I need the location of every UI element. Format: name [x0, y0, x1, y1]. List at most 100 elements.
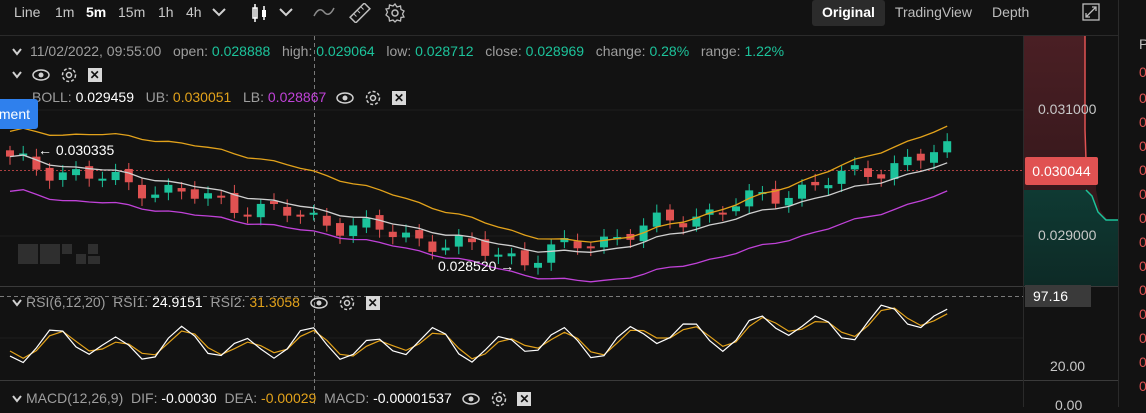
order-book-edge: P 0 0 0 0 0 0 0 0 0 0 0 0 0 0 — [1118, 0, 1146, 407]
timeframe-1h[interactable]: 1h — [158, 4, 174, 20]
candle-body — [573, 241, 582, 249]
close-icon[interactable]: ✕ — [87, 68, 102, 83]
close-icon[interactable]: ✕ — [365, 296, 380, 311]
settings-icon[interactable] — [385, 3, 405, 23]
candle-body — [164, 184, 173, 193]
low-value: 0.028712 — [415, 43, 474, 59]
order-book-price: 0 — [1139, 378, 1146, 394]
candle-body — [402, 232, 410, 238]
candle-body — [388, 231, 397, 238]
ruler-icon[interactable] — [349, 3, 371, 23]
candle-body — [732, 206, 740, 212]
change-label: change: — [595, 43, 646, 59]
macd-axis-label: 0.00 — [1055, 397, 1083, 413]
candle-body — [58, 172, 67, 180]
candle-body — [494, 254, 503, 257]
current-price-tag: 0.030044 — [1025, 157, 1098, 185]
candle-body — [243, 214, 252, 217]
eye-icon[interactable] — [336, 90, 354, 106]
chevron-down-icon[interactable] — [12, 395, 22, 403]
candle-body — [428, 241, 437, 252]
candle-body — [877, 174, 886, 179]
candle-body — [850, 165, 859, 170]
candle-body — [283, 206, 292, 216]
candle-body — [138, 184, 146, 199]
candle-body — [98, 178, 107, 181]
candle-body — [190, 189, 199, 199]
tab-tradingview[interactable]: TradingView — [894, 4, 972, 20]
chevron-down-icon[interactable] — [212, 7, 226, 17]
candle-body — [204, 193, 212, 199]
low-label: low: — [386, 43, 412, 59]
order-book-price: 0 — [1139, 64, 1146, 80]
dea-label: DEA: — [224, 390, 258, 406]
candle-body — [151, 194, 160, 198]
eye-icon[interactable] — [310, 295, 328, 311]
timeframe-15m[interactable]: 15m — [118, 4, 146, 20]
rsi-crosshair-value: 97.16 — [1025, 285, 1091, 307]
candle-body — [507, 253, 516, 257]
chevron-down-icon[interactable] — [12, 48, 22, 56]
tooltip-button[interactable]: ment — [0, 99, 38, 129]
candle-body — [837, 170, 846, 184]
candle-body — [72, 169, 80, 176]
candle-body — [930, 152, 938, 163]
timeframe-line[interactable]: Line — [14, 4, 41, 20]
candle-body — [916, 153, 925, 161]
candle-body — [864, 168, 872, 177]
order-book-price: 0 — [1139, 234, 1146, 250]
close-icon[interactable]: ✕ — [391, 91, 406, 106]
macd-value: -0.00001537 — [373, 390, 452, 406]
line-tool-icon[interactable] — [313, 5, 335, 19]
boll-lb-label: LB: — [242, 89, 264, 105]
rsi2-line — [9, 307, 948, 360]
boll-label: BOLL: — [32, 89, 72, 105]
chevron-down-icon[interactable] — [12, 299, 22, 307]
ma-controls-row: ✕ — [12, 66, 102, 83]
gear-icon[interactable] — [490, 391, 508, 407]
tab-depth[interactable]: Depth — [991, 4, 1030, 20]
rsi2-value: 31.3058 — [249, 294, 300, 310]
macd-value-label: MACD: — [324, 390, 370, 406]
order-book-price: 0 — [1139, 354, 1146, 370]
rsi-axis-label: 20.00 — [1050, 358, 1086, 374]
gear-icon[interactable] — [338, 295, 356, 311]
tab-original[interactable]: Original — [812, 0, 885, 26]
boll-ub-label: UB: — [145, 89, 170, 105]
candle-body — [600, 236, 608, 248]
timeframe-1m[interactable]: 1m — [55, 4, 75, 20]
order-book-price: 0 — [1139, 258, 1146, 274]
candle-body — [270, 201, 278, 205]
eye-icon[interactable] — [461, 391, 480, 407]
candle-body — [771, 188, 780, 204]
chevron-down-icon[interactable] — [12, 71, 22, 79]
candle-body — [652, 212, 661, 227]
timeframe-4h[interactable]: 4h — [186, 4, 202, 20]
chevron-down-icon[interactable] — [279, 7, 293, 17]
gear-icon[interactable] — [364, 90, 382, 106]
candle-body — [124, 168, 133, 183]
timeframe-5m[interactable]: 5m — [86, 4, 107, 20]
open-label: open: — [172, 43, 209, 59]
close-icon[interactable]: ✕ — [517, 392, 532, 407]
fullscreen-icon[interactable] — [1082, 3, 1100, 21]
candlestick-chart[interactable] — [0, 0, 1118, 407]
candle-body — [811, 181, 820, 186]
candle-body — [718, 212, 727, 215]
close-label: close: — [485, 43, 522, 59]
boll-mid-line — [9, 154, 948, 253]
order-book-price: 0 — [1139, 306, 1146, 322]
low-annotation: 0.028520 → — [438, 258, 515, 274]
candle-body — [824, 185, 833, 189]
candle-body — [468, 238, 476, 243]
candlestick-icon[interactable] — [251, 3, 269, 23]
boll-row: BOLL: 0.029459 UB: 0.030051 LB: 0.028867… — [32, 89, 406, 106]
high-label: high: — [282, 43, 313, 59]
candle-body — [309, 212, 318, 215]
eye-icon[interactable] — [32, 67, 50, 83]
gear-icon[interactable] — [60, 67, 78, 83]
candle-body — [481, 239, 490, 256]
candle-body — [6, 150, 14, 157]
candle-body — [903, 156, 912, 166]
price-axis-label: 0.031000 — [1038, 101, 1097, 117]
